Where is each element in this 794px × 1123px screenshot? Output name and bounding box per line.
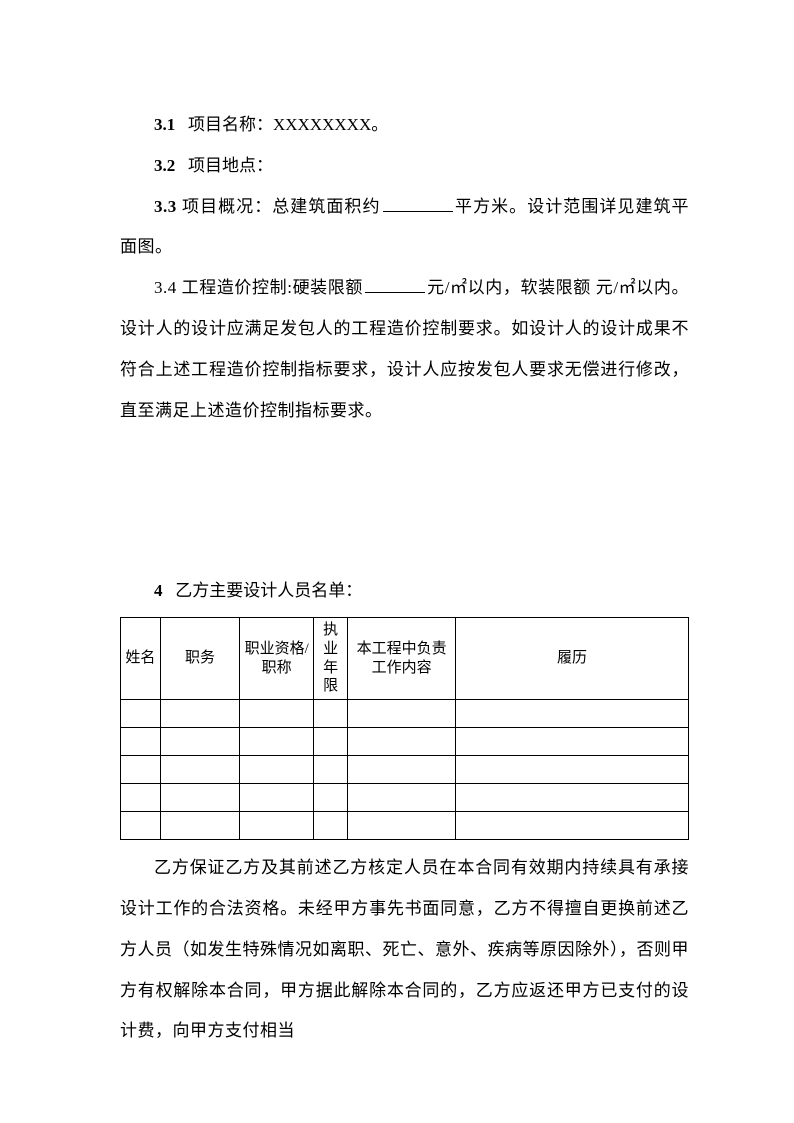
cell-position [160, 728, 240, 756]
cell-name [121, 700, 161, 728]
header-years: 执业年限 [314, 618, 348, 700]
section-3-2: 3.2 项目地点： [120, 146, 689, 187]
cell-position [160, 784, 240, 812]
section-num-3-2: 3.2 [154, 156, 175, 175]
section-3-1-value: XXXXXXXX。 [273, 115, 388, 134]
cell-qualification [240, 756, 314, 784]
section-3-4-part2: 元/㎡以内，软装限额 [427, 278, 591, 297]
table-row [121, 784, 689, 812]
cell-years [314, 784, 348, 812]
cell-position [160, 700, 240, 728]
cell-years [314, 728, 348, 756]
cell-name [121, 812, 161, 840]
section-3-4: 3.4 工程造价控制:硬装限额 元/㎡以内，软装限额 元/㎡以内。设计人的设计应满… [120, 268, 689, 431]
cell-position [160, 812, 240, 840]
cell-position [160, 756, 240, 784]
section-3-3-before: 项目概况：总建筑面积约 [182, 197, 380, 216]
section-3-1-label: 项目名称： [188, 115, 273, 134]
section-3-4-part1: 工程造价控制:硬装限额 [182, 278, 363, 297]
table-header-row: 姓名 职务 职业资格/职称 执业年限 本工程中负责工作内容 履历 [121, 618, 689, 700]
blank-hard-limit [365, 276, 425, 293]
header-position: 职务 [160, 618, 240, 700]
cell-work [348, 700, 456, 728]
cell-work [348, 812, 456, 840]
cell-resume [456, 784, 689, 812]
table-row [121, 700, 689, 728]
header-qualification: 职业资格/职称 [240, 618, 314, 700]
section-num-3-1: 3.1 [154, 115, 175, 134]
personnel-table: 姓名 职务 职业资格/职称 执业年限 本工程中负责工作内容 履历 [120, 617, 689, 840]
cell-resume [456, 728, 689, 756]
table-row [121, 812, 689, 840]
cell-years [314, 700, 348, 728]
section-3-2-label: 项目地点： [188, 156, 273, 175]
cell-qualification [240, 812, 314, 840]
blank-area [383, 195, 453, 212]
cell-qualification [240, 728, 314, 756]
section-4-heading: 4 乙方主要设计人员名单： [120, 571, 689, 612]
cell-qualification [240, 784, 314, 812]
cell-name [121, 756, 161, 784]
section-3-1: 3.1 项目名称：XXXXXXXX。 [120, 105, 689, 146]
document-body: 3.1 项目名称：XXXXXXXX。 3.2 项目地点： 3.3 项目概况：总建… [120, 105, 689, 1052]
table-body [121, 700, 689, 840]
section-num-4: 4 [154, 581, 163, 600]
cell-name [121, 728, 161, 756]
cell-resume [456, 756, 689, 784]
cell-qualification [240, 700, 314, 728]
cell-resume [456, 812, 689, 840]
header-resume: 履历 [456, 618, 689, 700]
table-row [121, 756, 689, 784]
section-num-3-3: 3.3 [154, 197, 177, 216]
cell-name [121, 784, 161, 812]
cell-years [314, 812, 348, 840]
footer-paragraph: 乙方保证乙方及其前述乙方核定人员在本合同有效期内持续具有承接设计工作的合法资格。… [120, 848, 689, 1052]
section-4-label: 乙方主要设计人员名单： [175, 581, 362, 600]
header-name: 姓名 [121, 618, 161, 700]
cell-years [314, 756, 348, 784]
cell-resume [456, 700, 689, 728]
section-3-4-part3: 元/㎡以内。设计人的设计应满足发包人的工程造价控制要求。如设计人的设计成果不符合… [120, 278, 689, 419]
section-3-3: 3.3 项目概况：总建筑面积约平方米。设计范围详见建筑平面图。 [120, 187, 689, 269]
table-row [121, 728, 689, 756]
cell-work [348, 784, 456, 812]
cell-work [348, 728, 456, 756]
cell-work [348, 756, 456, 784]
section-num-3-4: 3.4 [154, 278, 177, 297]
header-work: 本工程中负责工作内容 [348, 618, 456, 700]
